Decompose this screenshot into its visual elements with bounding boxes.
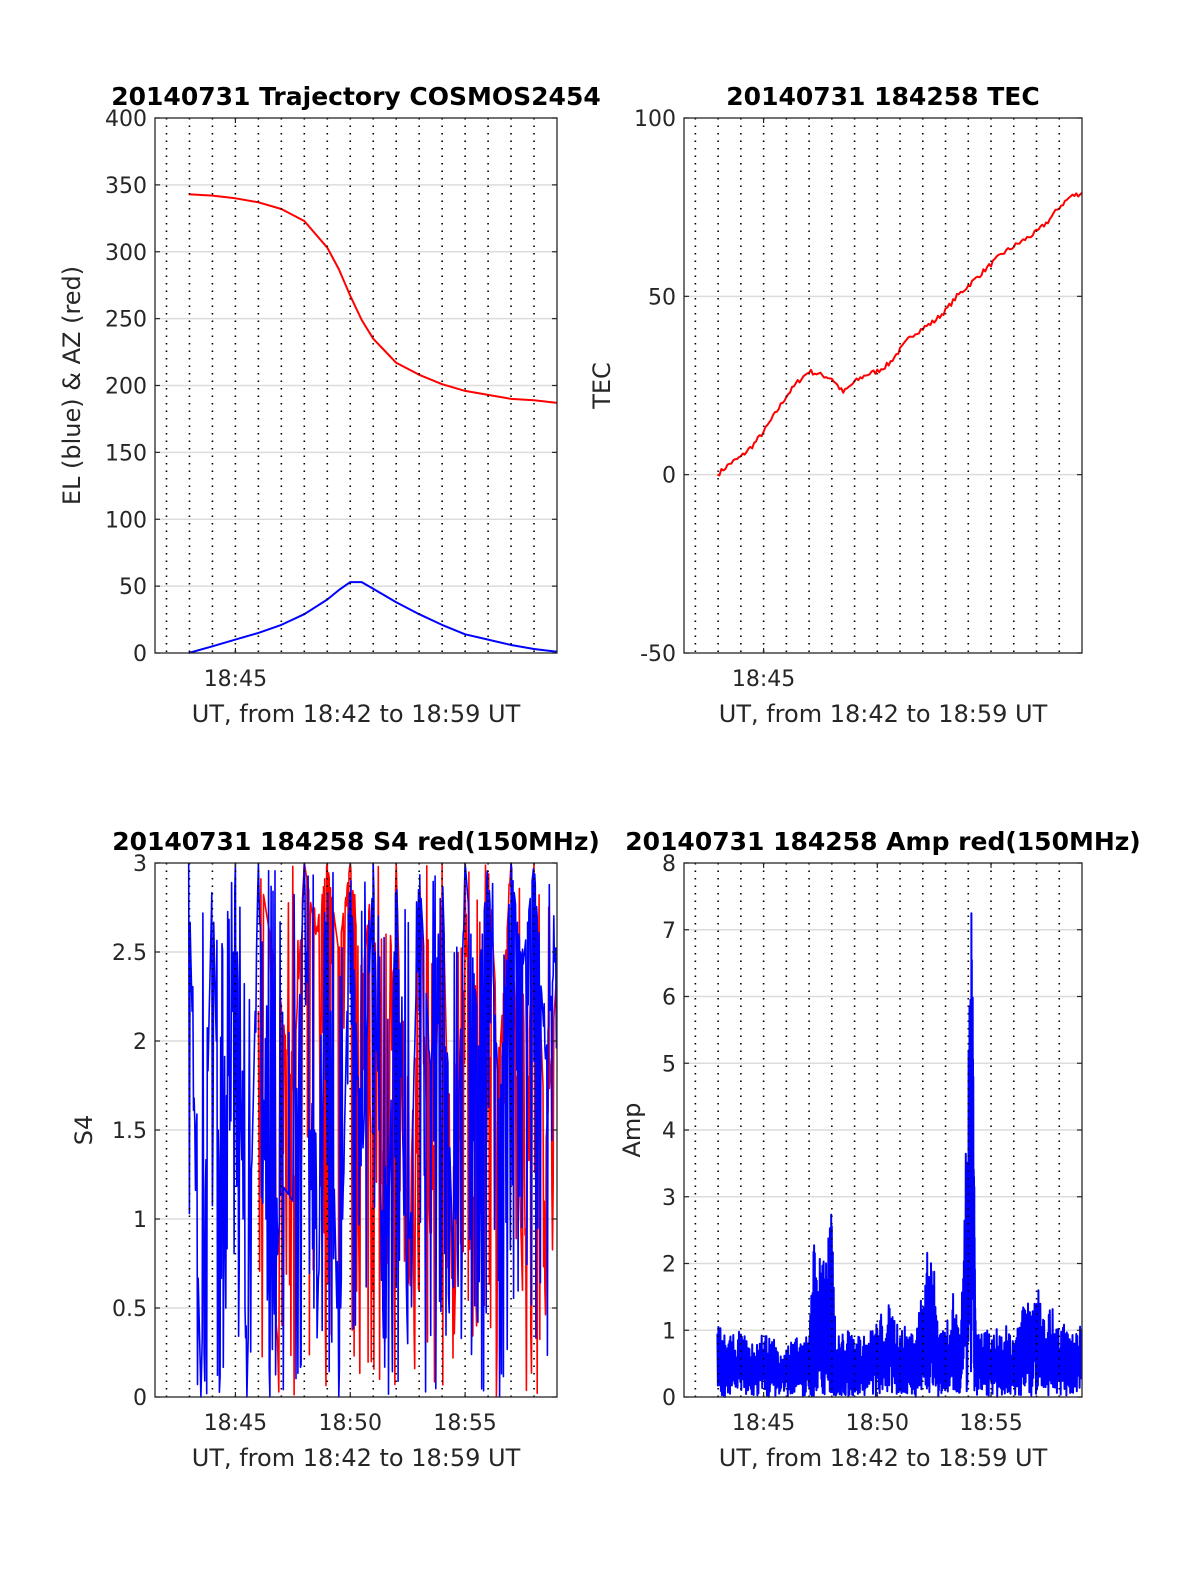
y-axis-label: EL (blue) & AZ (red) [58, 266, 86, 505]
y-tick-label: 4 [662, 1119, 676, 1144]
series-blue-line [716, 912, 1083, 1398]
y-tick-label: 0 [133, 642, 147, 667]
y-tick-label: 0 [662, 1386, 676, 1411]
x-tick-label: 18:50 [846, 1411, 909, 1436]
x-tick-label: 18:45 [732, 667, 795, 692]
y-tick-label: 150 [105, 441, 147, 466]
x-tick-label: 18:50 [319, 1411, 382, 1436]
x-tick-label: 18:55 [433, 1411, 496, 1436]
x-tick-label: 18:45 [204, 667, 267, 692]
chart-panel-3: 0 0.5 1 1.5 2 2.5 3 18:45 18:50 18:55 20140731 184… [70, 827, 600, 1472]
y-tick-label: 2 [133, 1030, 147, 1055]
chart-title: 20140731 184258 S4 red(150MHz) [112, 827, 600, 856]
y-tick-label: 2 [662, 1253, 676, 1278]
chart-title: 20140731 184258 Amp red(150MHz) [625, 827, 1141, 856]
x-axis-label: UT, from 18:42 to 18:59 UT [192, 1444, 521, 1472]
chart-title: 20140731 Trajectory COSMOS2454 [111, 82, 601, 111]
y-tick-label: 6 [662, 986, 676, 1011]
y-tick-label: 300 [105, 241, 147, 266]
x-tick-label: 18:55 [959, 1411, 1022, 1436]
x-axis-label: UT, from 18:42 to 18:59 UT [719, 700, 1048, 728]
axes-frame [683, 117, 1083, 654]
y-axis-label: TEC [588, 362, 616, 410]
x-tick-label: 18:45 [732, 1411, 795, 1436]
y-tick-label: 0 [662, 464, 676, 489]
y-tick-label: 8 [662, 852, 676, 877]
y-axis-label: S4 [70, 1115, 98, 1146]
chart-panel-1: 0 50 100 150 200 250 300 350 400 18:45 20140731 Tr… [58, 82, 601, 728]
series-blue-line [188, 581, 558, 654]
y-tick-label: 200 [105, 375, 147, 400]
y-tick-label: 50 [119, 575, 147, 600]
y-tick-label: 1.5 [112, 1119, 147, 1144]
y-tick-label: 1 [133, 1208, 147, 1233]
series-red-line [717, 191, 1083, 477]
y-tick-label: 0 [133, 1386, 147, 1411]
chart-panel-2: -50 0 50 100 18:45 20140731 184258 TEC UT, fro… [588, 82, 1083, 728]
x-axis-label: UT, from 18:42 to 18:59 UT [192, 700, 521, 728]
y-tick-label: 50 [648, 285, 676, 310]
chart-title: 20140731 184258 TEC [726, 82, 1039, 111]
y-axis-label: Amp [618, 1102, 646, 1157]
series-blue-line [187, 862, 558, 1398]
y-tick-label: 400 [105, 107, 147, 132]
y-tick-label: -50 [640, 642, 676, 667]
chart-panel-4: 0 1 2 3 4 5 6 7 8 18:45 18:50 18:55 20140731 184258 … [618, 827, 1141, 1472]
y-tick-label: 1 [662, 1319, 676, 1344]
y-tick-label: 3 [662, 1186, 676, 1211]
y-tick-label: 2.5 [112, 941, 147, 966]
series-red-line [188, 193, 558, 404]
y-tick-label: 100 [105, 508, 147, 533]
x-axis-label: UT, from 18:42 to 18:59 UT [719, 1444, 1048, 1472]
y-tick-label: 0.5 [112, 1297, 147, 1322]
y-tick-label: 350 [105, 174, 147, 199]
y-tick-label: 5 [662, 1052, 676, 1077]
x-tick-label: 18:45 [204, 1411, 267, 1436]
y-tick-label: 3 [133, 852, 147, 877]
y-tick-label: 7 [662, 919, 676, 944]
y-tick-label: 100 [634, 107, 676, 132]
y-tick-label: 250 [105, 308, 147, 333]
